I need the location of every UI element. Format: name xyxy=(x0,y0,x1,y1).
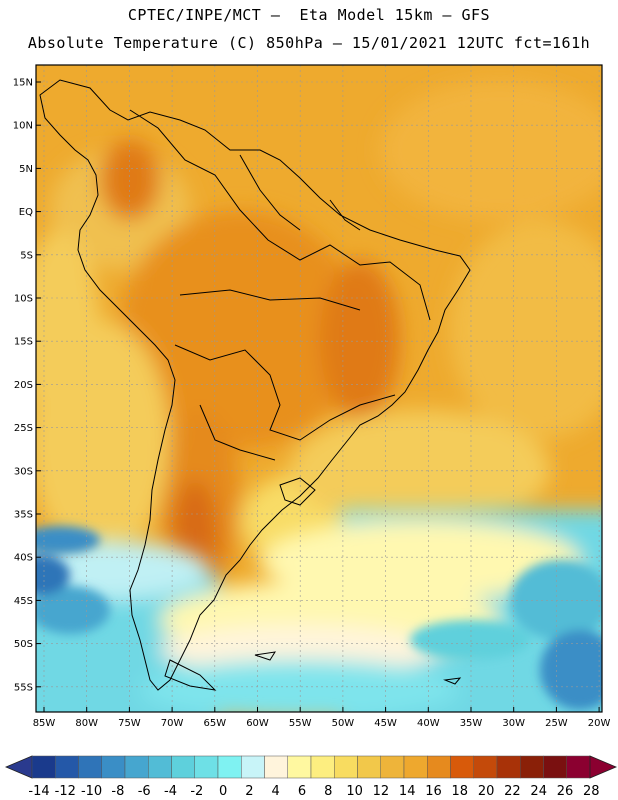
lon-label: 55W xyxy=(289,718,312,729)
colorbar-label: 26 xyxy=(557,784,574,799)
colorbar-label: -12 xyxy=(55,784,76,799)
lon-label: 25W xyxy=(545,718,568,729)
lat-label: 40S xyxy=(14,553,33,564)
colorbar-labels: -14 -12 -10 -8 -6 -4 -2 0 2 4 6 8 10 12 14 16 18 20 22 24 26… xyxy=(28,784,599,799)
map-subtitle: Absolute Temperature (C) 850hPa – 15/01/… xyxy=(27,34,591,52)
lat-label: 25S xyxy=(14,423,33,434)
colorbar-label: 14 xyxy=(399,784,416,799)
colorbar-label: 4 xyxy=(272,784,280,799)
lon-label: 20W xyxy=(588,718,611,729)
colorbar-swatch xyxy=(31,755,56,779)
colorbar-label: 24 xyxy=(530,784,547,799)
lon-label: 75W xyxy=(118,718,141,729)
colorbar-label: 0 xyxy=(219,784,227,799)
colorbar-swatch xyxy=(334,755,358,779)
colorbar-swatch xyxy=(264,755,288,779)
colorbar-label: -10 xyxy=(81,784,102,799)
lon-label: 30W xyxy=(502,718,525,729)
colorbar-swatch xyxy=(566,755,591,779)
colorbar-swatch xyxy=(124,755,149,779)
colorbar-label: -14 xyxy=(28,784,49,799)
lon-label: 50W xyxy=(332,718,355,729)
colorbar-label: 28 xyxy=(583,784,600,799)
coastlines xyxy=(39,79,471,691)
lat-label: 50S xyxy=(14,639,33,650)
colorbar-swatch xyxy=(473,755,498,779)
lon-label: 70W xyxy=(161,718,184,729)
colorbar-swatch xyxy=(357,755,381,779)
colorbar-swatch xyxy=(310,755,335,779)
colorbar-swatch xyxy=(101,755,126,779)
colorbar-label: 22 xyxy=(504,784,521,799)
colorbar-swatch xyxy=(543,755,567,779)
lat-label: 15S xyxy=(14,337,33,348)
colorbar-swatch xyxy=(450,755,474,779)
colorbar-label: 12 xyxy=(373,784,390,799)
map-title: CPTEC/INPE/MCT – Eta Model 15km – GFS xyxy=(127,6,491,24)
latitude-labels: 15N 10N 5N EQ 5S 10S 15S 20S 25S 30S 35S 40S 45S 50S 5… xyxy=(13,78,41,693)
colorbar-swatch xyxy=(148,755,172,779)
colorbar-swatch xyxy=(403,755,428,779)
lat-label: 55S xyxy=(14,682,33,693)
lat-lon-grid xyxy=(36,65,602,712)
longitude-labels: 85W 80W 75W 70W 65W 60W 55W 50W 45W 40W 35W 30W 25W 2… xyxy=(33,707,611,729)
lon-label: 60W xyxy=(246,718,269,729)
lat-label: 5N xyxy=(19,164,33,175)
colorbar-label: -4 xyxy=(164,784,177,799)
colorbar-label: 20 xyxy=(478,784,495,799)
colorbar-label: 8 xyxy=(324,784,332,799)
lon-label: 65W xyxy=(203,718,226,729)
map-frame xyxy=(35,64,603,713)
lat-label: 35S xyxy=(14,510,33,521)
colorbar-swatch xyxy=(217,755,242,779)
colorbar-high-arrow xyxy=(589,755,618,779)
colorbar-swatch xyxy=(380,755,405,779)
lon-label: 40W xyxy=(417,718,440,729)
colorbar-swatch xyxy=(241,755,265,779)
colorbar-label: 18 xyxy=(452,784,469,799)
colorbar-label: -2 xyxy=(190,784,203,799)
lat-label: 30S xyxy=(14,466,33,477)
lat-label: 45S xyxy=(14,596,33,607)
lon-label: 45W xyxy=(374,718,397,729)
colorbar-swatch xyxy=(171,755,195,779)
lat-label: 10N xyxy=(13,121,33,132)
colorbar-swatch xyxy=(194,755,219,779)
colorbar-swatch xyxy=(496,755,521,779)
lon-label: 85W xyxy=(33,718,56,729)
colorbar-label: 10 xyxy=(346,784,363,799)
colorbar-swatch xyxy=(520,755,544,779)
lat-label: 15N xyxy=(13,78,33,89)
lon-label: 35W xyxy=(460,718,483,729)
lat-label: 10S xyxy=(14,294,33,305)
colorbar-swatch xyxy=(287,755,312,779)
lat-label: 5S xyxy=(20,250,33,261)
colorbar-label: 6 xyxy=(298,784,306,799)
lat-label: EQ xyxy=(19,207,33,218)
colorbar-label: 2 xyxy=(245,784,253,799)
colorbar-label: -6 xyxy=(138,784,151,799)
colorbar-swatch xyxy=(427,755,451,779)
colorbar-swatch xyxy=(78,755,102,779)
colorbar-low-arrow xyxy=(4,755,33,779)
lon-label: 80W xyxy=(75,718,98,729)
colorbar xyxy=(4,755,618,779)
colorbar-swatch xyxy=(55,755,79,779)
lat-label: 20S xyxy=(14,380,33,391)
colorbar-label: -8 xyxy=(111,784,124,799)
colorbar-label: 16 xyxy=(425,784,442,799)
